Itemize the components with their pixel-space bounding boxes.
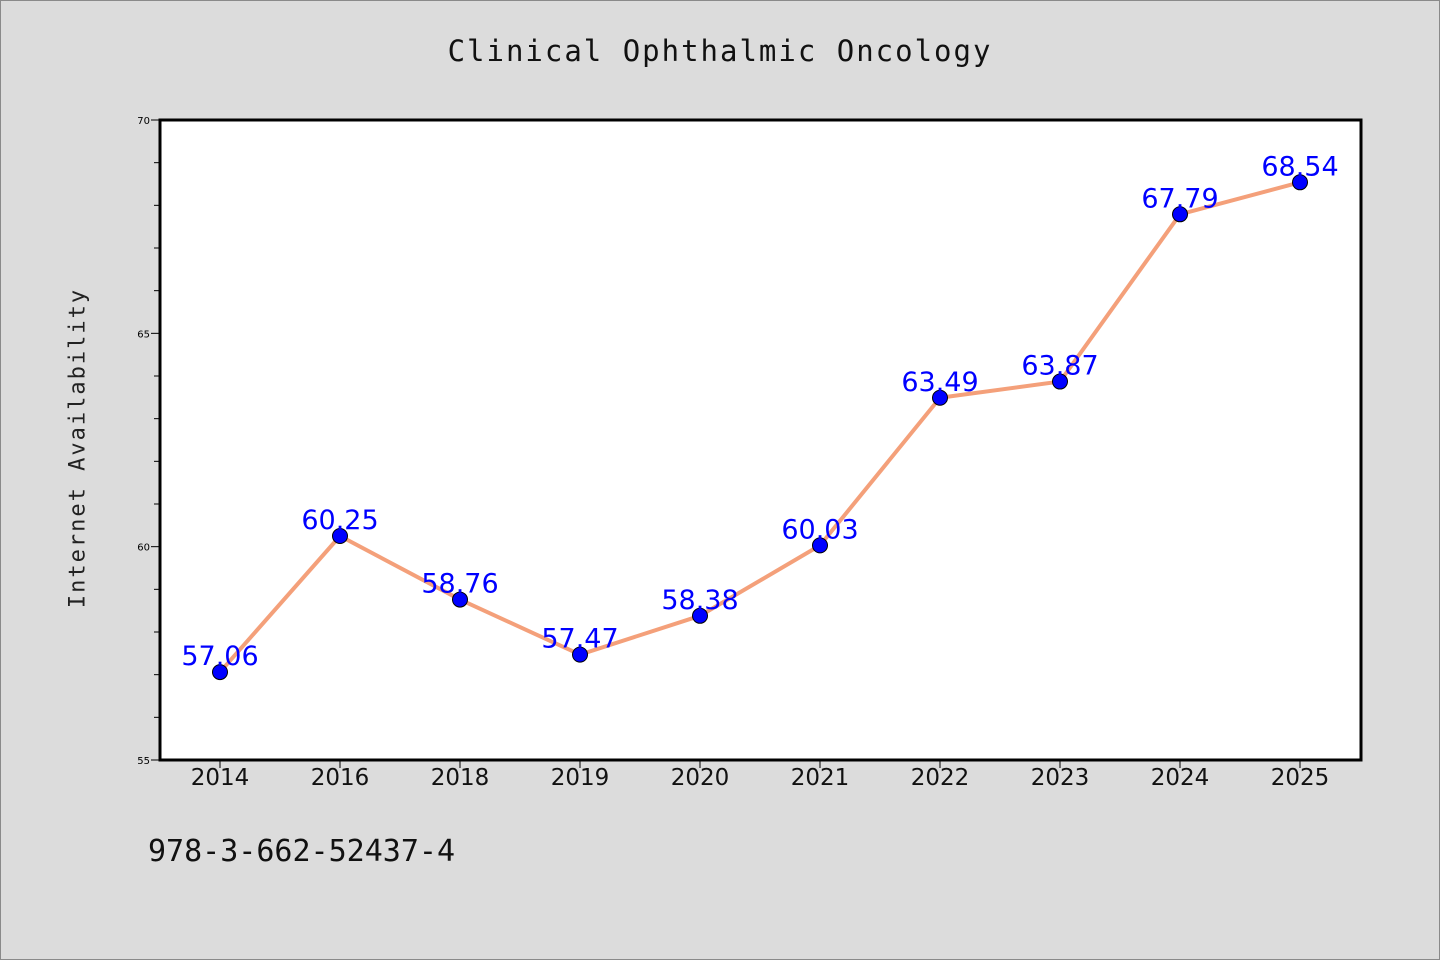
x-tick-label: 2016: [311, 765, 370, 791]
y-tick-label: 65: [137, 329, 150, 340]
plot-area: [158, 118, 1363, 762]
data-label: 63.49: [901, 367, 978, 398]
data-label: 60.25: [301, 505, 378, 536]
data-point: [1172, 206, 1188, 223]
data-point: [212, 664, 228, 681]
data-point: [1052, 373, 1068, 390]
isbn-text: 978-3-662-52437-4: [148, 834, 456, 869]
data-label: 67.79: [1141, 183, 1218, 214]
x-tick-label: 2024: [1151, 765, 1210, 791]
x-tick-label: 2018: [431, 765, 490, 791]
y-tick-label: 60: [137, 543, 150, 554]
data-point: [812, 537, 828, 554]
data-label: 58.38: [661, 585, 738, 616]
x-tick-label: 2020: [671, 765, 730, 791]
data-label: 68.54: [1261, 151, 1338, 182]
data-point: [932, 389, 948, 406]
data-point: [332, 528, 348, 544]
data-label: 57.47: [541, 624, 618, 655]
data-label: 58.76: [421, 569, 498, 600]
data-label: 60.03: [781, 514, 858, 545]
x-tick-label: 2021: [791, 765, 850, 791]
data-point: [452, 591, 468, 608]
x-tick-label: 2014: [191, 765, 250, 791]
data-point: [692, 607, 708, 624]
x-tick-label: 2025: [1271, 765, 1330, 791]
y-tick-label: 70: [137, 116, 150, 127]
data-label: 63.87: [1021, 351, 1098, 382]
data-point: [1292, 174, 1308, 191]
x-tick-label: 2023: [1031, 765, 1090, 791]
chart-title: Clinical Ophthalmic Oncology: [447, 34, 993, 68]
x-tick-label: 2022: [911, 765, 970, 791]
data-label: 57.06: [181, 641, 258, 672]
y-tick-label: 55: [137, 756, 150, 767]
x-tick-label: 2019: [551, 765, 610, 791]
data-point: [572, 646, 588, 663]
series-line: [218, 180, 1302, 675]
